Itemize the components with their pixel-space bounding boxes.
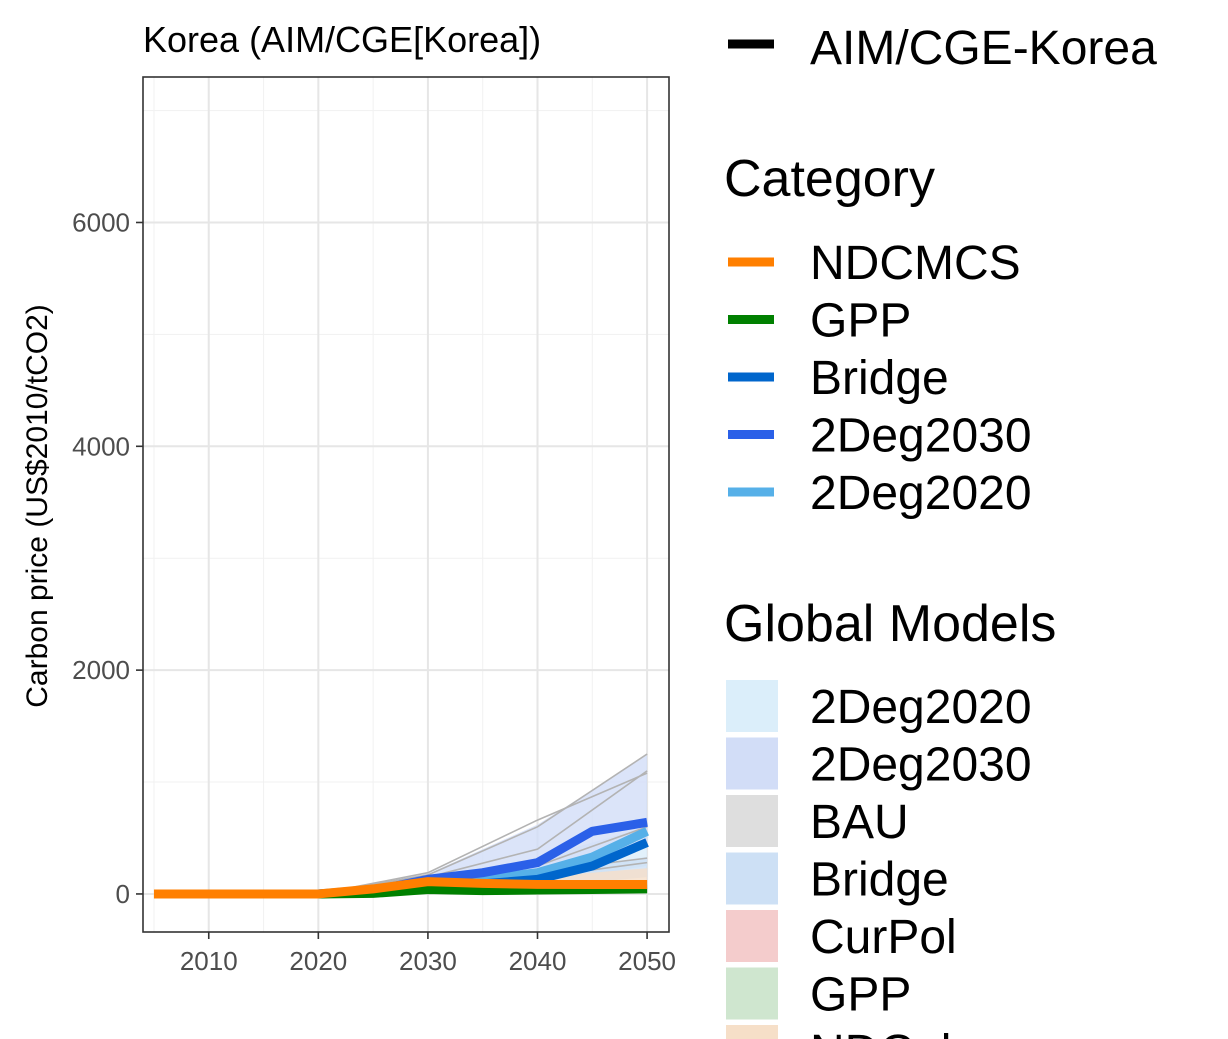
legend-model-label: AIM/CGE-Korea <box>810 22 1157 75</box>
y-tick-label: 4000 <box>72 431 130 461</box>
legend-label-global-ndcplus: NDCplus <box>810 1026 1002 1039</box>
legend-key-global-2deg2030 <box>726 737 778 790</box>
grid-minor <box>143 77 669 932</box>
panel-border <box>142 76 670 933</box>
legend-label-bridge: Bridge <box>810 352 949 405</box>
chart-title: Korea (AIM/CGE[Korea]) <box>143 19 541 60</box>
legend-key-global-gpp <box>726 967 778 1020</box>
y-tick-label: 6000 <box>72 207 130 237</box>
legend: AIM/CGE-Korea Category NDCMCSGPPBridge2D… <box>724 22 1157 1039</box>
series-line-ndcmcs <box>153 877 648 899</box>
x-axis: 2010 2020 2030 2040 2050 <box>180 932 676 976</box>
legend-key-global-2deg2020 <box>726 680 778 732</box>
y-tick-label: 2000 <box>72 655 130 685</box>
global-model-line-2 <box>318 772 648 895</box>
legend-label-global-2deg2020: 2Deg2020 <box>810 681 1032 734</box>
legend-key-global-bridge <box>726 852 778 905</box>
legend-key-global-bau <box>726 795 778 847</box>
legend-label-global-bau: BAU <box>810 796 909 849</box>
legend-category-title: Category <box>724 150 935 208</box>
x-tick-label: 2020 <box>289 946 347 976</box>
legend-global-models-title: Global Models <box>724 595 1056 653</box>
legend-label-ndcmcs: NDCMCS <box>810 237 1021 290</box>
legend-key-global-ndcplus <box>726 1025 778 1039</box>
ribbon-2deg2030 <box>318 755 648 894</box>
legend-label-2deg2020: 2Deg2020 <box>810 467 1032 520</box>
legend-label-global-2deg2030: 2Deg2030 <box>810 739 1032 792</box>
x-tick-label: 2040 <box>509 946 567 976</box>
y-tick-label: 0 <box>116 879 130 909</box>
legend-label-global-curpol: CurPol <box>810 911 957 964</box>
y-axis: 0 2000 4000 6000 <box>72 207 143 909</box>
legend-label-2deg2030: 2Deg2030 <box>810 410 1032 463</box>
y-axis-label: Carbon price (US$2010/tCO2) <box>21 304 54 708</box>
legend-key-global-curpol <box>726 910 778 962</box>
category-series-lines <box>153 817 649 899</box>
x-tick-label: 2030 <box>399 946 457 976</box>
legend-label-global-bridge: Bridge <box>810 854 949 907</box>
x-tick-label: 2050 <box>618 946 676 976</box>
legend-label-global-gpp: GPP <box>810 969 911 1022</box>
x-tick-label: 2010 <box>180 946 238 976</box>
legend-label-gpp: GPP <box>810 295 911 348</box>
plot-panel <box>143 77 669 932</box>
